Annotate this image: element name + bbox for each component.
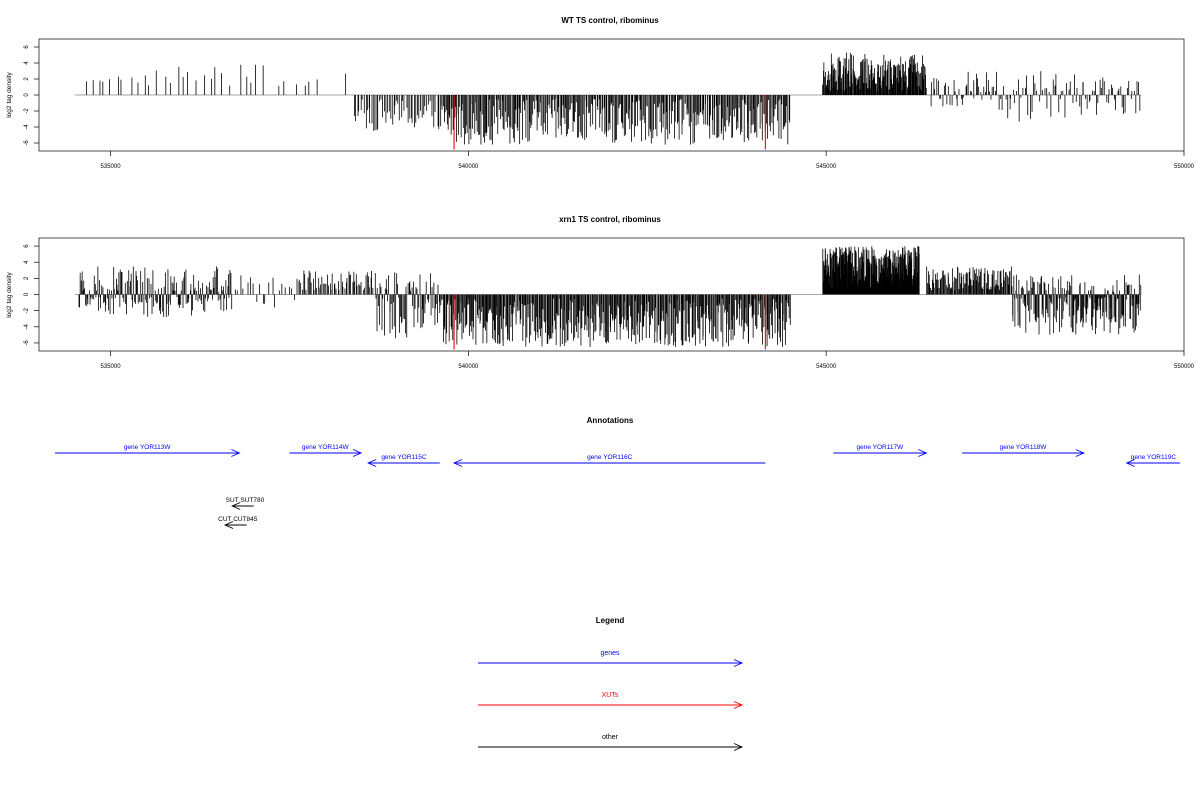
xrn1-y-axis: 6 4 2 0 -2 -4 -6 xyxy=(24,244,39,346)
gene-label: gene YOR113W xyxy=(124,444,172,451)
gene-label: gene YOR119C xyxy=(1131,454,1177,461)
legend-label: genes xyxy=(600,650,620,657)
xrn1-y-axis-label: log2 tag density xyxy=(6,271,13,317)
xrn1-track-title: xrn1 TS control, ribominus xyxy=(559,215,661,224)
y-tick-label: 0 xyxy=(24,93,30,97)
y-tick-label: 4 xyxy=(24,61,30,65)
gene-arrow xyxy=(833,449,928,457)
y-tick-label: -6 xyxy=(24,140,30,146)
legend-title: Legend xyxy=(596,616,625,625)
gene-label: gene YOR118W xyxy=(1000,444,1048,451)
legend-arrow xyxy=(478,701,744,709)
x-tick-label: 540000 xyxy=(458,164,479,170)
gene-arrow xyxy=(962,449,1085,457)
y-tick-label: 2 xyxy=(24,276,30,280)
y-tick-label: -2 xyxy=(24,108,30,114)
other-feature-label: CUT CUT845 xyxy=(218,516,258,523)
legend-items: genes XUTs other xyxy=(478,650,744,751)
y-tick-label: 6 xyxy=(24,244,30,248)
x-tick-label: 540000 xyxy=(458,364,479,370)
gene-label: gene YOR115C xyxy=(381,454,427,461)
wt-y-axis-label: log2 tag density xyxy=(6,71,13,117)
gene-label: gene YOR116C xyxy=(587,454,633,461)
xrn1-track-panel: xrn1 TS control, ribominus log2 tag dens… xyxy=(6,215,1195,370)
annotation-arrows: gene YOR113W gene YOR114W gene YOR115C gene… xyxy=(55,444,1180,529)
wt-track-panel: WT TS control, ribominus log2 tag densit… xyxy=(6,16,1195,170)
annotations-panel: Annotations gene YOR113W gene YOR114Wgene… xyxy=(55,416,1180,529)
y-tick-label: -4 xyxy=(24,323,30,329)
y-tick-label: 0 xyxy=(24,292,30,296)
wt-track-title: WT TS control, ribominus xyxy=(561,16,659,25)
y-tick-label: 4 xyxy=(24,260,30,264)
gene-arrow xyxy=(367,459,440,467)
x-tick-label: 550000 xyxy=(1174,364,1195,370)
x-tick-label: 545000 xyxy=(816,164,837,170)
gene-label: gene YOR117W xyxy=(856,444,904,451)
wt-y-axis: 6 4 2 0 -2 -4 -6 xyxy=(24,45,39,146)
y-tick-label: -6 xyxy=(24,340,30,346)
y-tick-label: -4 xyxy=(24,124,30,130)
gene-arrow xyxy=(289,449,363,457)
gene-label: gene YOR114W xyxy=(302,444,350,451)
y-tick-label: -2 xyxy=(24,307,30,313)
gene-arrow xyxy=(1125,459,1180,467)
other-feature-arrow xyxy=(223,521,247,529)
y-tick-label: 6 xyxy=(24,45,30,49)
xrn1-x-axis: 535000 540000 545000 550000 xyxy=(101,351,1195,370)
x-tick-label: 545000 xyxy=(816,364,837,370)
gene-arrow xyxy=(452,459,766,467)
legend-arrow xyxy=(478,743,744,751)
legend-label: XUTs xyxy=(602,692,619,699)
wt-bars xyxy=(74,52,1142,150)
xrn1-bars xyxy=(74,246,1142,350)
y-tick-label: 2 xyxy=(24,77,30,81)
gene-arrow xyxy=(55,449,241,457)
wt-x-axis: 535000 540000 545000 550000 xyxy=(101,151,1195,170)
legend-arrow xyxy=(478,659,744,667)
x-tick-label: 535000 xyxy=(101,164,122,170)
legend-label: other xyxy=(602,734,619,741)
other-feature-label: SUT SUT780 xyxy=(226,497,265,504)
annotations-title: Annotations xyxy=(587,416,634,425)
legend-panel: Legend genes XUTs other xyxy=(478,616,744,751)
x-tick-label: 535000 xyxy=(101,364,122,370)
x-tick-label: 550000 xyxy=(1174,164,1195,170)
other-feature-arrow xyxy=(231,502,254,510)
